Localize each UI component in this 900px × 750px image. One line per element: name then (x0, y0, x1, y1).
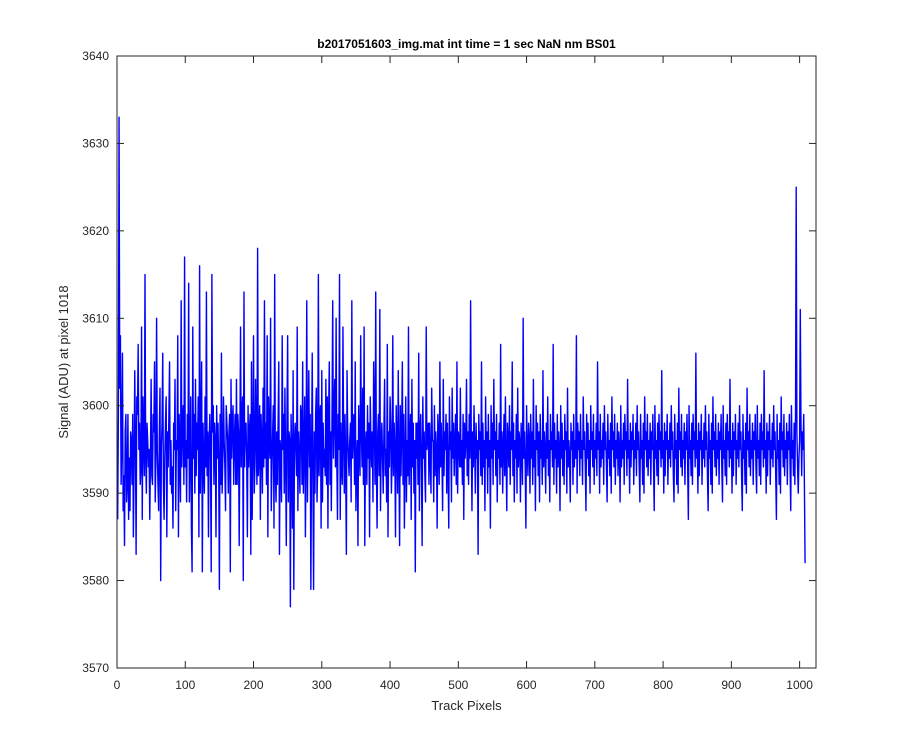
x-tick-label: 200 (244, 678, 264, 692)
x-tick-label: 700 (585, 678, 605, 692)
x-tick-label: 900 (721, 678, 741, 692)
x-tick-label: 100 (175, 678, 195, 692)
y-tick-label: 3620 (82, 224, 109, 238)
x-tick-label: 300 (312, 678, 332, 692)
x-tick-label: 800 (653, 678, 673, 692)
y-axis-label: Signal (ADU) at pixel 1018 (56, 285, 71, 438)
chart-title: b2017051603_img.mat int time = 1 sec NaN… (317, 37, 616, 51)
y-axis: 3570 3580 3590 3600 3610 3620 3630 3640 (82, 49, 816, 675)
data-layer (116, 116, 806, 608)
y-tick-label: 3640 (82, 49, 109, 63)
x-axis-label: Track Pixels (431, 698, 502, 713)
series-line-0 (116, 116, 806, 608)
y-tick-label: 3600 (82, 399, 109, 413)
axes-box (116, 55, 817, 669)
plot-area (117, 56, 816, 668)
x-tick-label: 0 (114, 678, 121, 692)
y-tick-label: 3580 (82, 574, 109, 588)
y-tick-label: 3610 (82, 311, 109, 325)
y-tick-label: 3570 (82, 661, 109, 675)
x-tick-label: 1000 (786, 678, 813, 692)
y-tick-label: 3590 (82, 486, 109, 500)
x-tick-label: 400 (380, 678, 400, 692)
x-axis: 0 100 200 300 400 500 600 700 800 900 1000 (114, 56, 813, 692)
y-tick-label: 3630 (82, 136, 109, 150)
x-tick-label: 500 (448, 678, 468, 692)
x-tick-label: 600 (517, 678, 537, 692)
